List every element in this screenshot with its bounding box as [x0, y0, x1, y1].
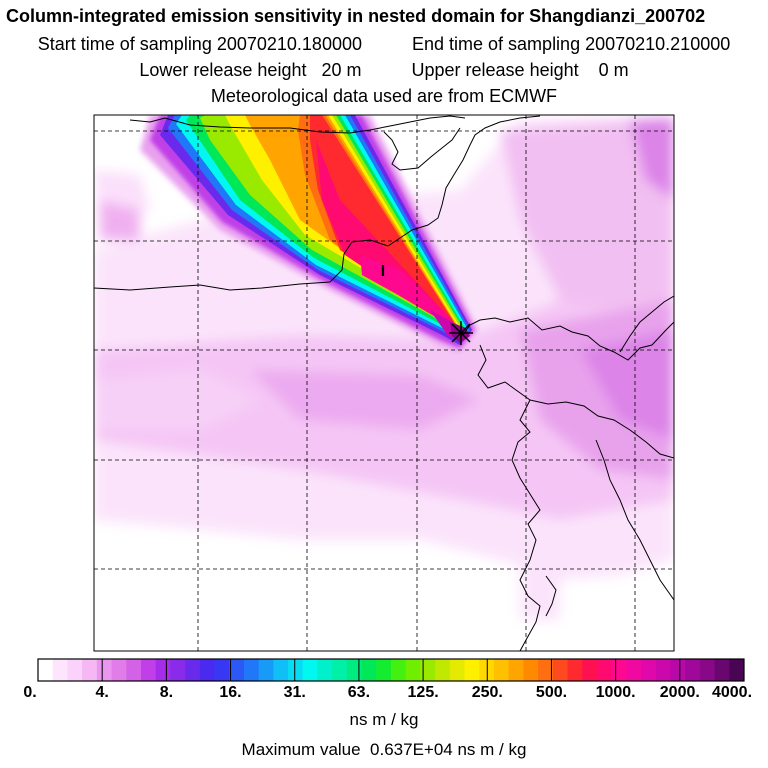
- colorbar-swatch: [670, 659, 686, 681]
- colorbar-tick-label: 1000.: [595, 684, 636, 701]
- colorbar-swatch: [243, 659, 260, 681]
- colorbar-swatch: [582, 659, 598, 681]
- colorbar-swatch: [317, 659, 333, 681]
- colorbar-tick-label: 0.: [23, 684, 37, 701]
- colorbar-tick-label: 4000.: [711, 684, 753, 701]
- lower-release-label: Lower release height 20 m: [139, 60, 362, 80]
- colorbar-frame: [37, 658, 745, 682]
- colorbar-swatch: [258, 659, 274, 681]
- colorbar-tick-label: 4.: [95, 684, 109, 701]
- colorbar-swatch: [420, 659, 436, 681]
- colorbar-unit: ns m / kg: [349, 710, 419, 729]
- colorbar-swatch: [273, 659, 289, 681]
- colorbar-swatch: [111, 659, 127, 681]
- colorbar-swatch: [185, 659, 201, 681]
- colorbar-tick-label: 500.: [535, 684, 568, 701]
- colorbar-swatch: [170, 659, 186, 681]
- emission-plume: [140, 115, 478, 352]
- colorbar-swatch: [714, 659, 730, 681]
- upper-release-label: Upper release height 0 m: [411, 60, 629, 80]
- lat-lon-grid: [94, 115, 674, 651]
- colorbar-swatch: [155, 659, 171, 681]
- colorbar-swatch: [435, 659, 451, 681]
- colorbar-swatch: [449, 659, 465, 681]
- colorbar-swatch: [52, 659, 68, 681]
- colorbar-swatch: [332, 659, 348, 681]
- colorbar-swatch: [611, 659, 627, 681]
- colorbar-swatch: [538, 659, 554, 681]
- colorbar-tick-label: 8.: [159, 684, 174, 701]
- asterisk-source-icon: [449, 321, 473, 345]
- colorbar-swatch: [67, 659, 83, 681]
- colorbar-tick-label: 2000.: [659, 684, 700, 701]
- colorbar-tick-label: 31.: [283, 684, 306, 701]
- start-time-label: Start time of sampling 20070210.180000: [37, 34, 362, 54]
- map-title: Column-integrated emission sensitivity i…: [6, 6, 706, 26]
- colorbar-swatch: [96, 659, 112, 681]
- colorbar: [37, 658, 745, 682]
- colorbar-swatch: [302, 659, 318, 681]
- receptor-marker: I: [381, 263, 385, 280]
- colorbar-swatch: [552, 659, 568, 681]
- colorbar-swatch: [199, 659, 215, 681]
- colorbar-swatch: [596, 659, 613, 681]
- met-data-label: Meteorological data used are from ECMWF: [210, 86, 558, 106]
- colorbar-swatch: [38, 659, 54, 681]
- colorbar-swatch: [361, 659, 377, 681]
- colorbar-swatch: [523, 659, 539, 681]
- colorbar-swatch: [140, 659, 157, 681]
- colorbar-swatch: [214, 659, 230, 681]
- colorbar-swatch: [655, 659, 671, 681]
- colorbar-swatch: [126, 659, 142, 681]
- map-area: [94, 115, 674, 651]
- colorbar-swatch: [346, 659, 362, 681]
- colorbar-swatch: [376, 659, 392, 681]
- colorbar-tick-label: 125.: [407, 684, 439, 701]
- colorbar-tick-label: 63.: [347, 684, 371, 701]
- colorbar-swatch: [229, 659, 245, 681]
- end-time-label: End time of sampling 20070210.210000: [412, 34, 731, 54]
- coastlines-and-borders: [94, 115, 674, 651]
- sampling-times: Start time of sampling 20070210.180000 En…: [0, 33, 768, 55]
- colorbar-swatch: [288, 659, 304, 681]
- map-frame: [93, 114, 675, 652]
- colorbar-swatch: [493, 659, 510, 681]
- colorbar-swatch: [685, 659, 701, 681]
- colorbar-swatch: [464, 659, 480, 681]
- colorbar-tick-label: 250.: [471, 684, 503, 701]
- colorbar-tick-label: 16.: [219, 684, 242, 701]
- maximum-value-label: Maximum value 0.637E+04 ns m / kg: [241, 740, 527, 759]
- colorbar-swatch: [641, 659, 657, 681]
- colorbar-swatch: [626, 659, 642, 681]
- colorbar-swatch: [405, 659, 421, 681]
- release-heights: Lower release height 20 m Upper release h…: [0, 59, 768, 81]
- colorbar-swatch: [699, 659, 715, 681]
- colorbar-swatch: [729, 659, 745, 681]
- colorbar-swatch: [391, 659, 407, 681]
- colorbar-swatch: [508, 659, 524, 681]
- colorbar-swatch: [567, 659, 583, 681]
- colorbar-swatch: [82, 659, 98, 681]
